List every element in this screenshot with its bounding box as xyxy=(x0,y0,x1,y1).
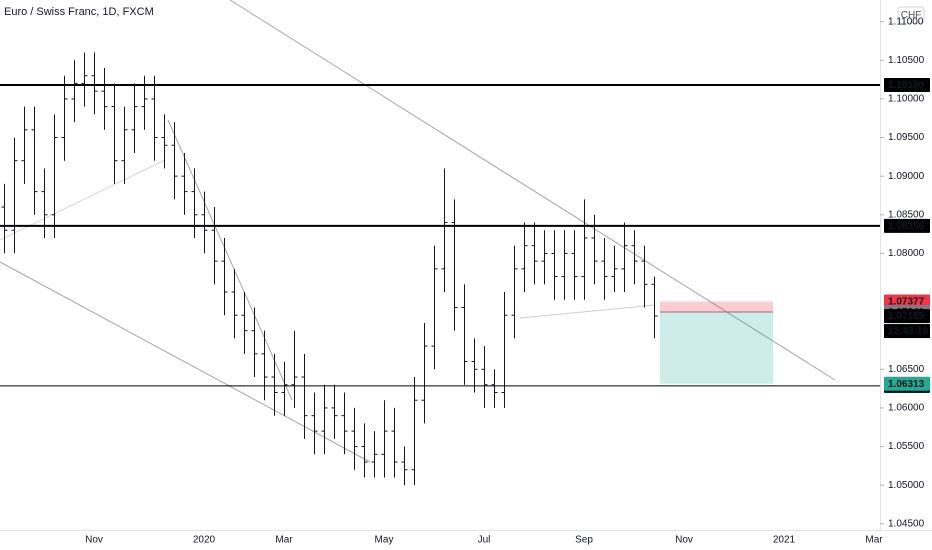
y-tick-label: 1.09500 xyxy=(888,132,925,143)
x-tick-label: Jul xyxy=(478,535,491,546)
trend-line xyxy=(167,119,293,401)
chart-title: Euro / Swiss Franc, 1D, FXCM xyxy=(4,6,154,18)
last-price-label-box xyxy=(884,309,930,324)
x-tick-label: Mar xyxy=(275,535,293,546)
price-bars xyxy=(1,52,658,486)
target-label: 1.06313 xyxy=(888,379,925,390)
level-label-box xyxy=(884,218,930,233)
x-tick-label: Mar xyxy=(865,535,883,546)
level-label-box xyxy=(884,77,930,92)
y-tick-label: 1.10500 xyxy=(888,55,925,66)
currency-button[interactable] xyxy=(897,6,925,24)
x-tick-label: May xyxy=(375,535,394,546)
level-label: 1.10180 xyxy=(888,80,925,91)
countdown: 12:43:19 xyxy=(888,326,928,337)
y-tick-label: 1.04500 xyxy=(888,518,925,529)
y-tick-label: 1.08000 xyxy=(888,248,925,259)
level-label: 1.08356 xyxy=(888,221,925,232)
x-tick-label: 2021 xyxy=(773,535,796,546)
y-tick-label: 1.11000 xyxy=(888,16,924,27)
stop-zone xyxy=(660,301,773,313)
stop-label: 1.07377 xyxy=(888,297,925,308)
stop-label-box xyxy=(884,294,930,309)
x-tick-label: Sep xyxy=(575,535,593,546)
target-label-box xyxy=(884,376,930,391)
y-tick-label: 1.06000 xyxy=(888,403,925,414)
last-price-label: 1.07189 xyxy=(888,311,925,322)
target-zone xyxy=(660,312,773,384)
currency-button-label[interactable]: CHF xyxy=(901,10,922,21)
y-tick-label: 1.05000 xyxy=(888,480,925,491)
trend-line xyxy=(0,261,371,463)
y-tick-label: 1.08500 xyxy=(888,209,925,220)
y-tick-label: 1.06500 xyxy=(888,364,925,375)
x-tick-label: 2020 xyxy=(193,535,216,546)
x-tick-label: Nov xyxy=(85,535,103,546)
trend-line xyxy=(519,304,656,319)
y-tick-label: 1.09000 xyxy=(888,171,925,182)
y-tick-label: 1.10000 xyxy=(888,94,925,105)
trend-line xyxy=(229,0,836,381)
y-tick-label: 1.05500 xyxy=(888,441,925,452)
x-tick-label: Nov xyxy=(675,535,693,546)
countdown-box xyxy=(884,324,930,339)
